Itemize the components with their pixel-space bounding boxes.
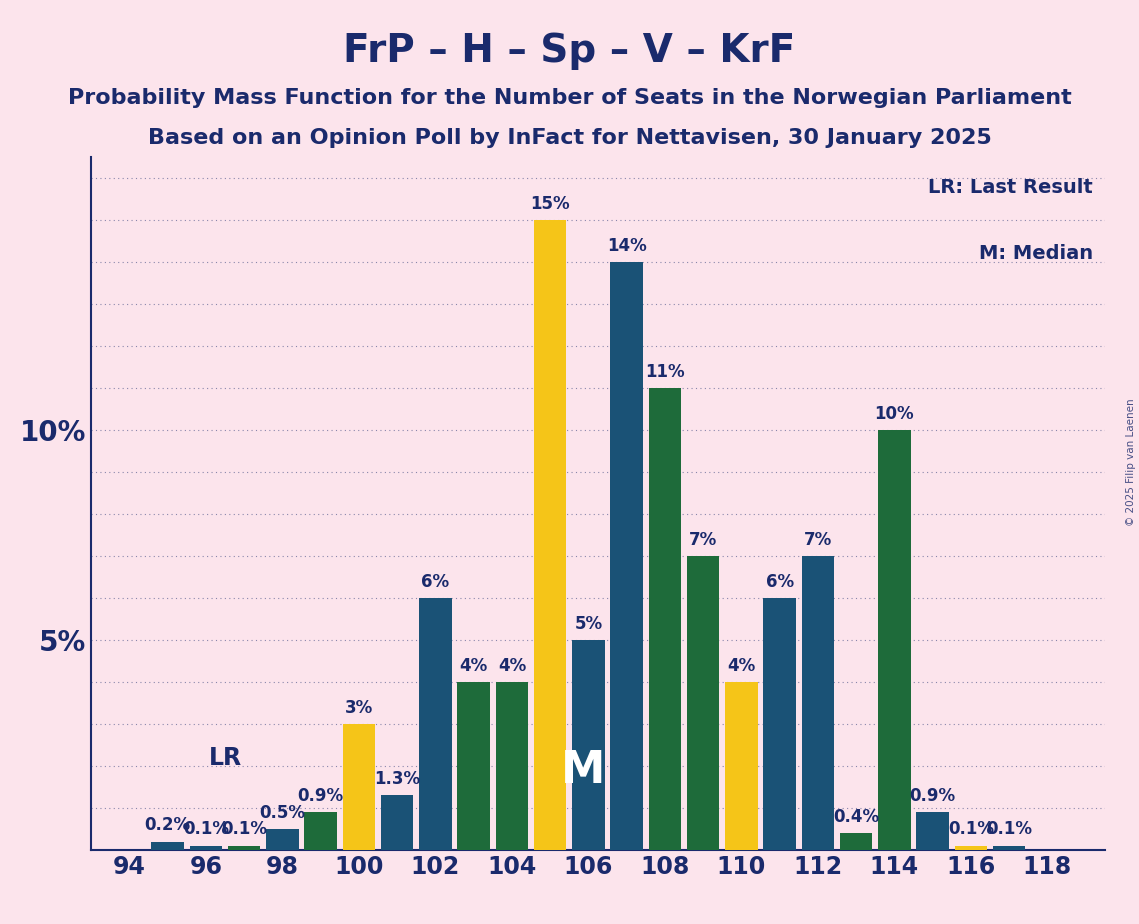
- Text: Based on an Opinion Poll by InFact for Nettavisen, 30 January 2025: Based on an Opinion Poll by InFact for N…: [148, 128, 991, 148]
- Bar: [917, 812, 949, 850]
- Bar: [495, 682, 528, 850]
- Text: 0.1%: 0.1%: [986, 821, 1032, 838]
- Text: FrP – H – Sp – V – KrF: FrP – H – Sp – V – KrF: [343, 32, 796, 70]
- Text: 7%: 7%: [689, 530, 718, 549]
- Bar: [954, 845, 988, 850]
- Text: 6%: 6%: [421, 573, 450, 590]
- Text: 0.2%: 0.2%: [145, 816, 190, 834]
- Bar: [189, 845, 222, 850]
- Bar: [267, 829, 298, 850]
- Text: 0.9%: 0.9%: [910, 786, 956, 805]
- Text: © 2025 Filip van Laenen: © 2025 Filip van Laenen: [1126, 398, 1136, 526]
- Bar: [228, 845, 261, 850]
- Bar: [343, 724, 375, 850]
- Text: 7%: 7%: [804, 530, 833, 549]
- Bar: [878, 430, 911, 850]
- Text: 5%: 5%: [574, 614, 603, 633]
- Bar: [802, 556, 834, 850]
- Bar: [839, 833, 872, 850]
- Text: 0.5%: 0.5%: [260, 804, 305, 821]
- Text: 4%: 4%: [728, 657, 755, 675]
- Text: 0.1%: 0.1%: [183, 821, 229, 838]
- Bar: [726, 682, 757, 850]
- Text: 10%: 10%: [875, 405, 915, 422]
- Bar: [304, 812, 337, 850]
- Bar: [534, 220, 566, 850]
- Text: 0.4%: 0.4%: [833, 808, 879, 826]
- Bar: [993, 845, 1025, 850]
- Text: 1.3%: 1.3%: [374, 770, 420, 788]
- Text: 14%: 14%: [607, 237, 647, 254]
- Text: M: M: [560, 748, 605, 792]
- Bar: [419, 598, 452, 850]
- Text: 0.1%: 0.1%: [221, 821, 268, 838]
- Text: 15%: 15%: [531, 195, 570, 213]
- Text: LR: Last Result: LR: Last Result: [928, 177, 1092, 197]
- Bar: [687, 556, 720, 850]
- Text: LR: LR: [208, 746, 241, 770]
- Text: 0.1%: 0.1%: [948, 821, 994, 838]
- Text: Probability Mass Function for the Number of Seats in the Norwegian Parliament: Probability Mass Function for the Number…: [67, 88, 1072, 108]
- Bar: [151, 842, 183, 850]
- Text: 6%: 6%: [765, 573, 794, 590]
- Bar: [572, 640, 605, 850]
- Text: 0.9%: 0.9%: [297, 786, 344, 805]
- Text: 11%: 11%: [645, 362, 685, 381]
- Bar: [458, 682, 490, 850]
- Bar: [763, 598, 796, 850]
- Bar: [649, 388, 681, 850]
- Bar: [611, 262, 642, 850]
- Text: M: Median: M: Median: [978, 244, 1092, 262]
- Text: 4%: 4%: [498, 657, 526, 675]
- Bar: [380, 796, 413, 850]
- Text: 4%: 4%: [459, 657, 487, 675]
- Text: 3%: 3%: [345, 699, 372, 716]
